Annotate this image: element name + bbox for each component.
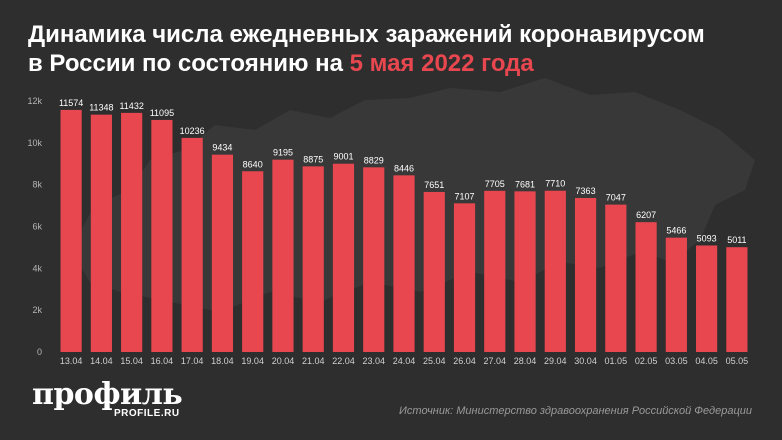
bar (272, 159, 294, 352)
bar (151, 119, 173, 352)
y-tick-label: 2k (32, 305, 42, 315)
x-tick-label: 18.04 (211, 356, 234, 366)
x-tick-label: 23.04 (362, 356, 385, 366)
bar (453, 203, 476, 352)
data-label: 11574 (59, 98, 83, 108)
bar (484, 190, 506, 352)
profile-logo: профиль PROFILE.RU (32, 377, 183, 420)
x-tick-label: 17.04 (181, 356, 204, 366)
x-tick-label: 01.05 (605, 356, 628, 366)
bar (181, 137, 203, 352)
bar (423, 191, 445, 352)
bar (60, 109, 82, 353)
x-axis: 13.04 14.04 15.04 16.04 17.04 18.04 19.04 20.04… (60, 356, 748, 366)
bar (544, 190, 566, 352)
data-label: 9195 (273, 148, 293, 158)
y-axis: 0 2k 4k 6k 8k 10k 12k (27, 96, 42, 357)
x-tick-label: 19.04 (241, 356, 264, 366)
x-tick-label: 15.04 (120, 356, 143, 366)
data-label: 7651 (424, 180, 444, 190)
bar (605, 204, 627, 352)
data-labels: 11574 11348 11432 11095 10236 9434 8640 9195 887… (59, 98, 747, 245)
data-label: 5093 (697, 233, 717, 243)
data-label: 8446 (394, 163, 414, 173)
data-label: 7705 (485, 179, 505, 189)
data-label: 11095 (150, 108, 174, 118)
data-label: 5466 (666, 226, 686, 236)
y-tick-label: 12k (27, 96, 42, 106)
data-label: 9001 (333, 152, 353, 162)
data-label: 7107 (455, 191, 475, 201)
x-tick-label: 03.05 (665, 356, 688, 366)
chart-title: Динамика числа ежедневных заражений коро… (28, 20, 768, 78)
x-tick-label: 13.04 (60, 356, 83, 366)
x-tick-label: 26.04 (453, 356, 476, 366)
x-tick-label: 16.04 (151, 356, 174, 366)
bar (363, 167, 385, 352)
data-label: 7681 (515, 179, 535, 189)
x-tick-label: 22.04 (332, 356, 355, 366)
title-line1: Динамика числа ежедневных заражений коро… (28, 21, 705, 48)
logo-sub-text: PROFILE.RU (114, 408, 180, 419)
bar (302, 166, 324, 352)
bar (121, 112, 143, 352)
bar (242, 171, 264, 352)
x-tick-label: 05.05 (726, 356, 749, 366)
data-label: 7363 (576, 186, 596, 196)
y-tick-label: 6k (32, 222, 42, 232)
y-tick-label: 8k (32, 180, 42, 190)
bar (665, 237, 687, 352)
x-tick-label: 02.05 (635, 356, 658, 366)
x-tick-label: 20.04 (272, 356, 295, 366)
x-tick-label: 24.04 (393, 356, 416, 366)
bars (60, 109, 748, 353)
y-tick-label: 0 (37, 347, 42, 357)
logo-main-text: профиль (32, 377, 183, 412)
title-date-accent: 5 мая 2022 года (349, 50, 534, 77)
data-label: 7047 (606, 193, 626, 203)
y-tick-label: 10k (27, 138, 42, 148)
x-tick-label: 29.04 (544, 356, 567, 366)
data-label: 7710 (545, 179, 565, 189)
bar (696, 245, 718, 352)
bar (726, 247, 748, 352)
data-label: 10236 (180, 126, 205, 136)
bar (514, 191, 536, 352)
bar (574, 197, 597, 352)
y-tick-label: 4k (32, 263, 42, 273)
data-label: 8640 (243, 159, 263, 169)
data-label: 5011 (727, 235, 746, 245)
data-label: 8829 (364, 155, 384, 165)
x-tick-label: 30.04 (574, 356, 597, 366)
x-tick-label: 27.04 (484, 356, 507, 366)
x-tick-label: 25.04 (423, 356, 446, 366)
bar (393, 175, 415, 352)
data-label: 8875 (303, 154, 323, 164)
bar (90, 114, 112, 352)
data-label: 11432 (119, 101, 143, 111)
data-label: 9434 (212, 143, 232, 153)
x-tick-label: 21.04 (302, 356, 325, 366)
x-tick-label: 04.05 (695, 356, 718, 366)
x-tick-label: 14.04 (90, 356, 113, 366)
bar (211, 154, 234, 352)
data-label: 6207 (636, 210, 656, 220)
title-line2-prefix: в России по состоянию на (28, 50, 350, 77)
data-label: 11348 (89, 103, 113, 113)
source-note: Источник: Министерство здравоохранения Р… (399, 405, 752, 417)
bar (635, 222, 657, 352)
x-tick-label: 28.04 (514, 356, 537, 366)
bar (332, 163, 355, 352)
